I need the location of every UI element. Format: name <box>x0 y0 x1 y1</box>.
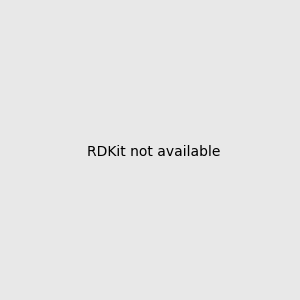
Text: RDKit not available: RDKit not available <box>87 145 220 158</box>
